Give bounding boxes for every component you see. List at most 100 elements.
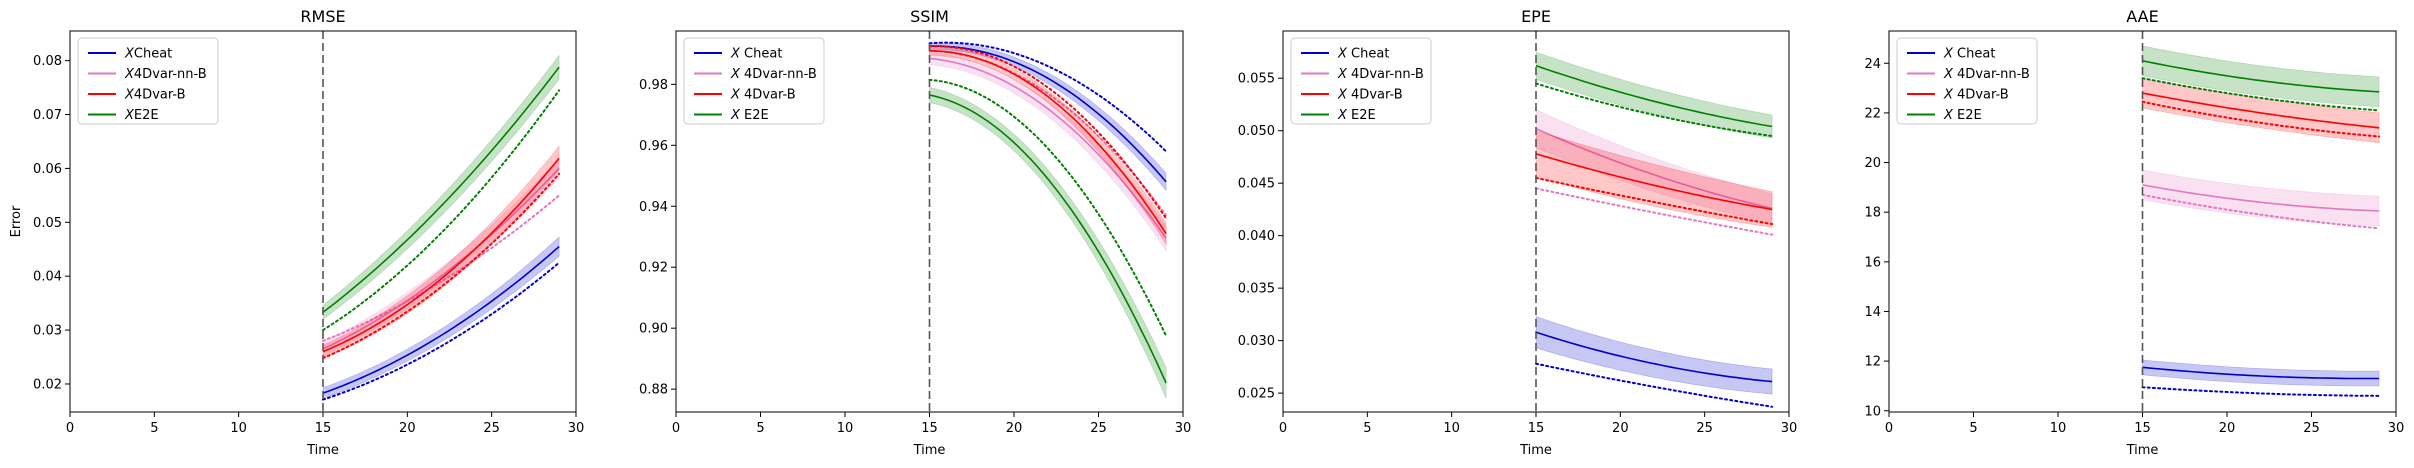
legend-box: [683, 37, 825, 125]
dotted-line-cheat: [1535, 362, 1774, 408]
x-axis-label: Time: [306, 443, 339, 458]
y-tick-label: 0.06: [33, 162, 62, 177]
band-b: [929, 45, 1167, 246]
chart-title: SSIM: [910, 7, 949, 26]
x-tick-label: 30: [1175, 421, 1192, 436]
dotted-line-cheat: [2141, 386, 2381, 397]
band-e2e: [2142, 45, 2380, 108]
x-tick-label: 15: [315, 421, 332, 436]
legend-label-nn: X 4Dvar-nn-B: [730, 67, 817, 82]
y-axis-label: Error: [9, 205, 24, 237]
x-tick-label: 10: [837, 421, 854, 436]
band-b: [2142, 77, 2380, 144]
x-axis-label: Time: [1519, 443, 1552, 458]
x-tick-label: 15: [1528, 421, 1545, 436]
x-tick-label: 25: [1090, 421, 1107, 436]
series-line-cheat: [1535, 331, 1773, 383]
y-tick-label: 0.90: [639, 322, 668, 337]
dotted-line-b: [928, 45, 1168, 220]
x-tick-label: 0: [672, 421, 680, 436]
y-tick-label: 18: [1864, 206, 1881, 221]
band-b: [322, 145, 560, 359]
legend-label-nn: X 4Dvar-nn-B: [1337, 67, 1424, 82]
legend-label-b: X4Dvar-B: [124, 88, 186, 103]
x-tick-label: 10: [1443, 421, 1460, 436]
x-tick-label: 20: [1612, 421, 1629, 436]
series-line-nn: [322, 167, 560, 350]
x-axis-label: Time: [913, 443, 946, 458]
series-line-e2e: [322, 66, 560, 313]
y-tick-label: 0.94: [639, 200, 668, 215]
band-e2e: [929, 87, 1167, 399]
dotted-line-b: [322, 172, 561, 360]
y-tick-label: 0.07: [33, 108, 62, 123]
y-tick-label: 0.02: [33, 377, 62, 392]
x-tick-label: 25: [1696, 421, 1713, 436]
chart-title: RMSE: [300, 7, 345, 26]
y-tick-label: 0.92: [639, 261, 668, 276]
x-tick-label: 20: [399, 421, 416, 436]
x-tick-label: 5: [1363, 421, 1371, 436]
x-tick-label: 10: [2050, 421, 2067, 436]
legend-label-cheat: X Cheat: [730, 47, 782, 62]
legend-label-cheat: X Cheat: [1337, 47, 1389, 62]
legend-label-b: X 4Dvar-B: [730, 88, 796, 103]
series-line-b: [2142, 92, 2380, 129]
chart-title: AAE: [2126, 7, 2158, 26]
series-line-cheat: [322, 245, 560, 394]
series-line-e2e: [929, 94, 1167, 384]
y-tick-label: 0.050: [1238, 124, 1275, 139]
y-tick-label: 0.055: [1238, 72, 1275, 87]
y-tick-label: 22: [1864, 106, 1881, 121]
band-cheat: [1535, 316, 1773, 395]
dotted-line-b: [2141, 100, 2381, 138]
series-line-e2e: [1535, 64, 1773, 128]
legend: X Cheat X 4Dvar-nn-B X 4Dvar-B X E2E: [1896, 37, 2038, 125]
x-tick-label: 5: [1969, 421, 1977, 436]
x-tick-label: 25: [2303, 421, 2320, 436]
x-tick-label: 5: [756, 421, 764, 436]
y-tick-label: 0.04: [33, 270, 62, 285]
band-nn: [322, 157, 560, 357]
x-tick-label: 15: [2134, 421, 2151, 436]
x-tick-label: 5: [150, 421, 158, 436]
dotted-line-nn: [1535, 187, 1774, 236]
series-line-b: [322, 157, 560, 353]
dotted-line-e2e: [2141, 77, 2381, 112]
series-line-b: [1535, 153, 1773, 211]
band-nn: [2142, 169, 2380, 227]
legend-label-b: X 4Dvar-B: [1943, 88, 2009, 103]
legend-label-e2e: XE2E: [124, 108, 159, 123]
legend-label-e2e: X E2E: [730, 108, 769, 123]
y-tick-label: 0.98: [639, 78, 668, 93]
legend-box: [77, 37, 219, 125]
y-tick-label: 10: [1864, 404, 1881, 419]
x-tick-label: 30: [1781, 421, 1798, 436]
dotted-line-cheat: [928, 41, 1168, 153]
dotted-line-nn: [2141, 193, 2381, 230]
y-tick-label: 12: [1864, 355, 1881, 370]
legend-box: [1290, 37, 1432, 125]
legend: X Cheat X 4Dvar-nn-B X 4Dvar-B X E2E: [683, 37, 825, 125]
x-tick-label: 0: [1279, 421, 1287, 436]
y-tick-label: 0.88: [639, 383, 668, 398]
dotted-line-b: [1535, 176, 1774, 226]
legend-label-cheat: XCheat: [124, 47, 172, 62]
dotted-line-cheat: [322, 261, 561, 401]
y-tick-label: 0.030: [1238, 334, 1275, 349]
legend-label-e2e: X E2E: [1943, 108, 1982, 123]
series-line-cheat: [2142, 366, 2380, 380]
band-b: [1535, 130, 1773, 228]
legend-label-nn: X 4Dvar-nn-B: [1943, 67, 2030, 82]
y-tick-label: 0.05: [33, 216, 62, 231]
x-tick-label: 20: [2219, 421, 2236, 436]
dotted-line-nn: [322, 194, 561, 342]
y-tick-label: 0.035: [1238, 282, 1275, 297]
y-tick-label: 0.03: [33, 324, 62, 339]
y-tick-label: 24: [1864, 57, 1881, 72]
legend-label-b: X 4Dvar-B: [1337, 88, 1403, 103]
chart-panel-ssim: 0 5 10 15 20 25 30 0.88 0.90 0.92 0.94 0.96 0.98 SSIM…: [639, 7, 1191, 458]
legend: X Cheat X 4Dvar-nn-B X 4Dvar-B X E2E: [1290, 37, 1432, 125]
chart-title: EPE: [1521, 7, 1551, 26]
